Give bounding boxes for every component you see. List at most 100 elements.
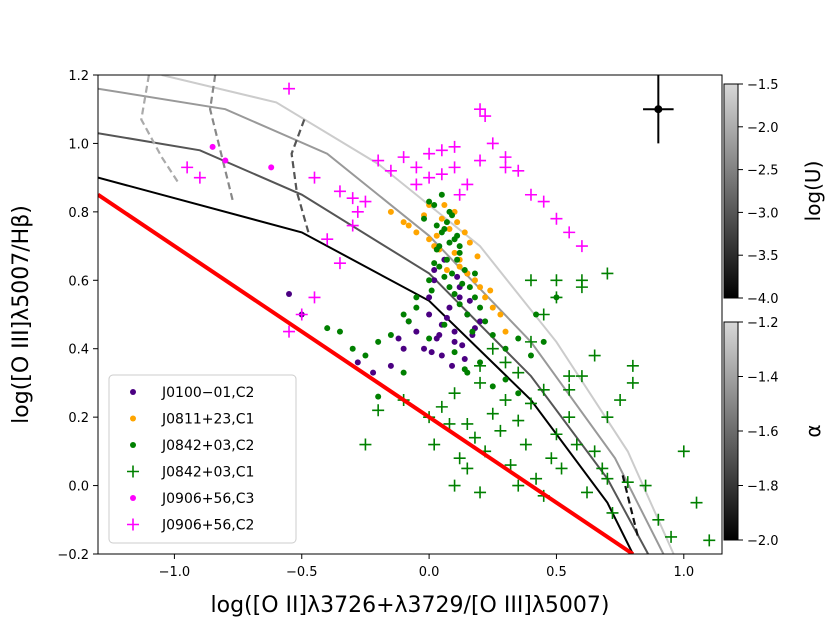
data-point [499,356,512,369]
data-point [540,338,547,345]
data-point [533,311,540,318]
data-point [433,246,440,253]
data-point [474,486,487,499]
data-point [486,342,499,355]
data-point [441,202,448,209]
data-point [468,431,481,444]
colorbar-tick-label: −1.4 [747,371,779,386]
data-point [639,479,652,492]
data-point [431,267,438,274]
data-point [486,407,499,420]
data-point [530,472,543,485]
model-line-logU [161,75,675,554]
data-point [614,394,627,407]
data-point [428,287,435,294]
data-point [448,387,461,400]
data-point [550,274,563,287]
data-point [209,143,216,150]
data-point [435,400,448,413]
data-point [588,349,601,362]
data-point [537,308,550,321]
data-point [461,267,468,274]
data-point [461,366,468,373]
data-point [512,366,525,379]
data-point [351,205,364,218]
data-point [469,328,476,335]
data-point [333,185,346,198]
data-point [550,212,563,225]
data-point [524,188,537,201]
data-point [426,198,433,205]
legend: J0100−01,C2 J0811+23,C1 J0842+03,C2 J0842+0… [108,374,297,544]
data-point [375,393,382,400]
data-point [461,229,468,236]
data-point [690,496,703,509]
data-point [703,534,716,547]
data-point [601,472,614,485]
data-point [456,243,463,250]
data-point [448,140,461,153]
data-point [443,219,450,226]
model-line-alpha [621,475,640,538]
data-point [441,273,448,280]
plot-content [98,75,716,554]
legend-label: J0906+56,C2 [161,518,254,534]
plot-area [98,75,716,554]
axes-frame [97,74,723,555]
model-line-logU [98,176,634,554]
data-point [482,318,489,325]
x-tick-label: 1.0 [673,565,694,580]
data-point [454,256,461,263]
data-point [436,332,443,339]
data-point [443,256,450,263]
data-point [563,226,576,239]
data-point [550,291,563,304]
data-point [435,168,448,181]
data-point [370,369,377,376]
data-point [435,144,448,157]
colorbar-tick-label: −1.8 [747,480,779,495]
data-point [461,462,474,475]
data-point [421,345,428,352]
data-point [459,280,466,287]
data-point [451,290,458,297]
data-point [563,411,576,424]
data-point [448,161,461,174]
y-tick-label: 0.4 [68,343,89,358]
data-point [449,212,456,219]
legend-marker [130,415,136,422]
legend-label: J0842+03,C1 [161,465,254,481]
y-tick-label: 0.2 [68,411,89,426]
data-point [524,397,537,410]
colorbar-label: α [801,424,825,437]
data-point [451,338,458,345]
data-point [601,267,614,280]
y-tick-label: 0.8 [68,206,89,221]
legend-label: J0842+03,C2 [161,438,254,454]
data-point [575,370,588,383]
data-point [333,257,346,270]
data-point [471,294,478,301]
data-point [441,321,448,328]
y-tick-label: 0.6 [68,274,89,289]
legend-label: J0906+56,C3 [161,491,254,507]
data-point [336,328,343,335]
data-point [486,137,499,150]
legend-marker [127,465,139,478]
data-point [446,284,453,291]
x-tick-label: −0.5 [286,565,318,580]
data-point [456,294,463,301]
data-point [545,452,558,465]
data-point [428,349,435,356]
data-point [359,195,372,208]
data-point [359,438,372,451]
data-point [413,294,420,301]
data-point [321,233,334,246]
data-point [436,263,443,270]
data-point [410,161,423,174]
data-point [474,103,487,116]
data-point [449,362,456,369]
data-point [413,229,420,236]
y-axis-label: log([O III]λ5007/Hβ) [9,205,34,424]
error-bar-center [654,105,663,114]
